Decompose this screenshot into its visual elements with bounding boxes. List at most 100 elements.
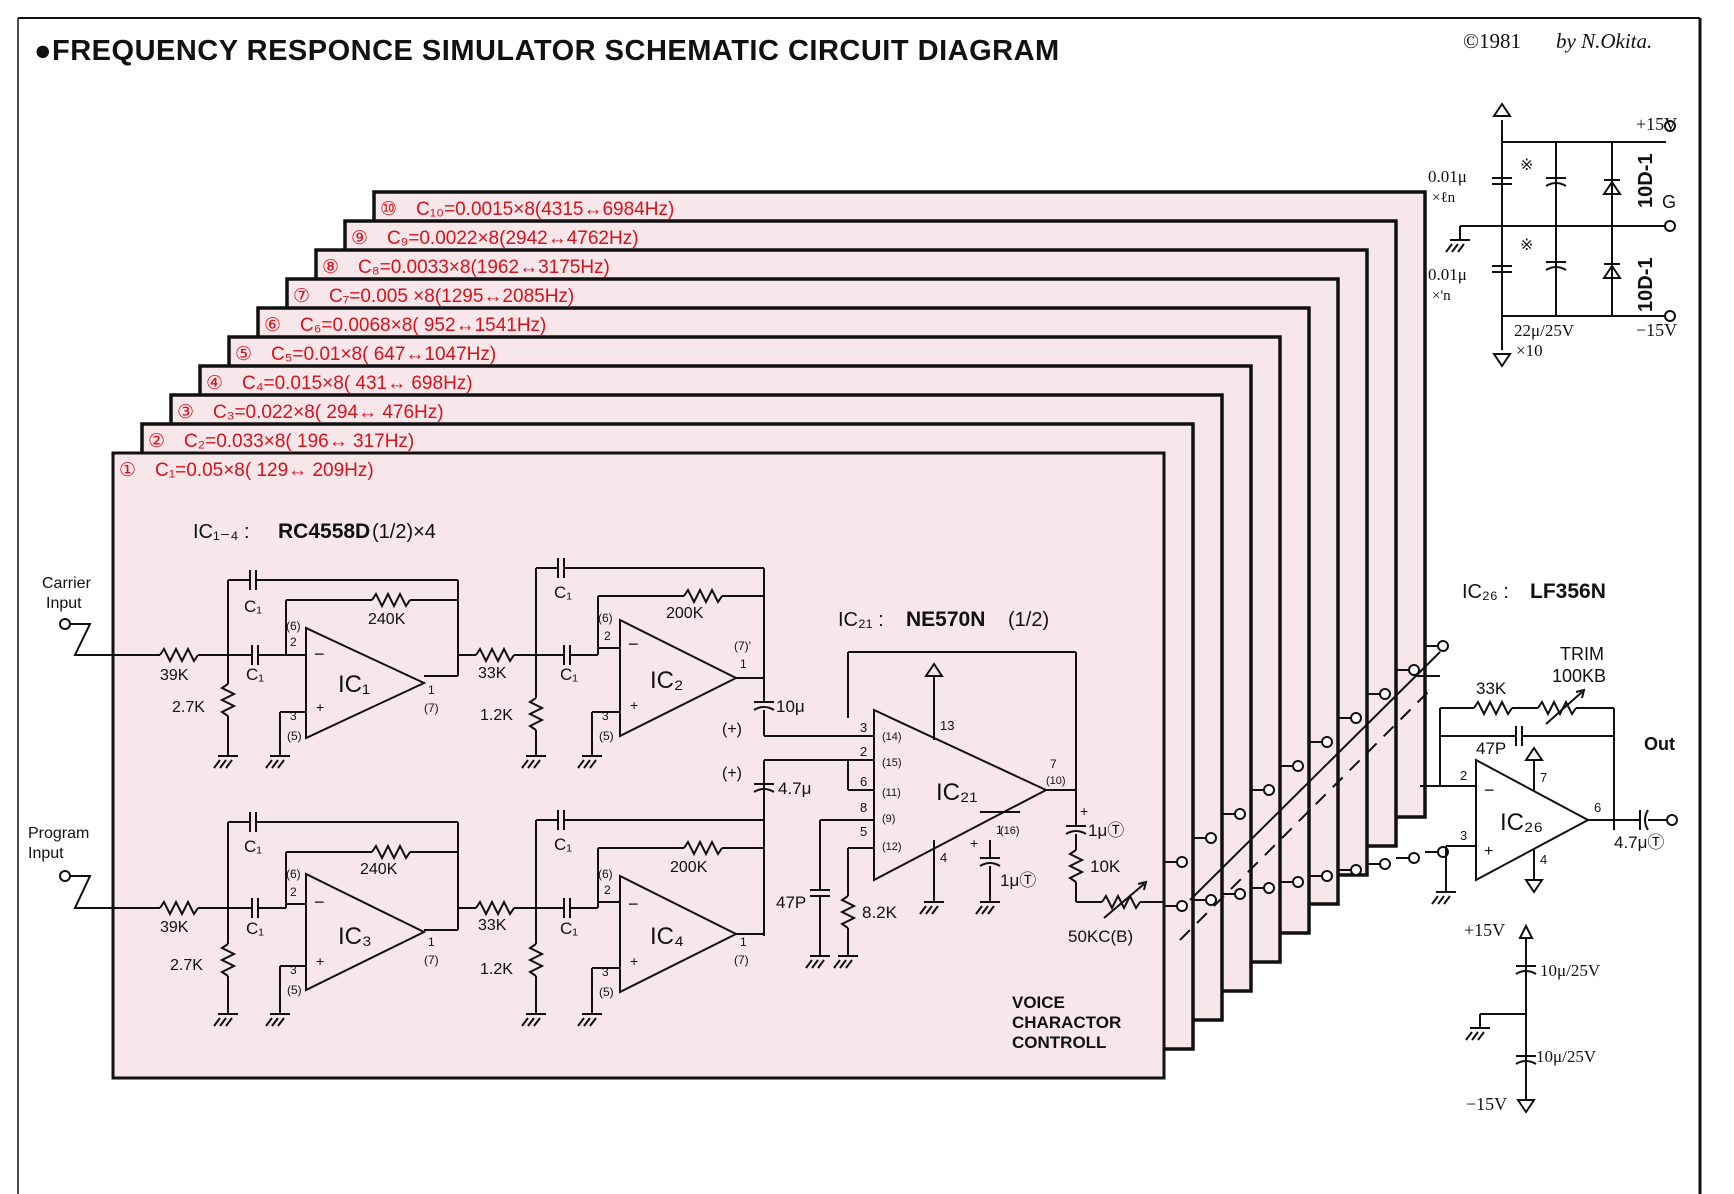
board-label-8: C₈=0.0033×8(1962↔3175Hz) (358, 257, 610, 278)
board-number-7: ⑦ (293, 286, 310, 307)
svg-text:+: + (630, 953, 638, 969)
c1ut-ic21-label: 1μⓉ (1000, 871, 1036, 890)
trim-value-label: 100KB (1552, 666, 1606, 686)
board-1 (111, 451, 1166, 1080)
svg-text:−: − (628, 634, 639, 654)
carrier-input-jack (59, 618, 71, 630)
svg-text:+: + (970, 835, 978, 851)
board-number-2: ② (148, 431, 165, 452)
page-title: ●FREQUENCY RESPONCE SIMULATOR SCHEMATIC … (34, 35, 1060, 67)
svg-text:(9): (9) (882, 813, 895, 825)
board-label-2: C₂=0.033×8( 196↔ 317Hz) (184, 431, 414, 452)
svg-text:2: 2 (290, 885, 297, 899)
ic26-note-prefix: IC₂₆ : (1462, 581, 1509, 603)
svg-text:(16): (16) (1000, 825, 1020, 837)
svg-text:(7): (7) (424, 953, 439, 967)
svg-text:2: 2 (860, 744, 867, 759)
r200k-bot-label: 200K (670, 859, 708, 876)
board-label-6: C₆=0.0068×8( 952↔1541Hz) (300, 315, 546, 336)
board-label-5: C₅=0.01×8( 647↔1047Hz) (271, 344, 496, 365)
c1-series-top-label: C₁ (246, 665, 264, 684)
svg-text:−: − (1484, 780, 1495, 800)
switch-contact-top-3 (1234, 808, 1246, 820)
power-p15-label: +15V (1636, 114, 1677, 134)
svg-text:4: 4 (940, 850, 947, 865)
c1ut-out-label: 1μⓉ (1088, 821, 1124, 840)
r200k-top-label: 200K (666, 605, 704, 622)
ic1-label: IC₁ (338, 671, 370, 698)
c1-series-top2-label: C₁ (560, 665, 578, 684)
board-label-9: C₉=0.0022×8(2942↔4762Hz) (387, 228, 639, 249)
ic3-opamp (305, 872, 427, 992)
program-input-jack (59, 870, 71, 882)
svg-text:※: ※ (1520, 237, 1533, 254)
board-label-1: C₁=0.05×8( 129↔ 209Hz) (155, 460, 374, 481)
svg-text:3: 3 (860, 720, 867, 735)
svg-text:(14): (14) (882, 731, 902, 743)
switch-contact-top-4 (1263, 784, 1275, 796)
top-filter-channel: 39K 2.7K C₁ C₁ 240K (113, 558, 765, 769)
r82k-label: 8.2K (862, 903, 898, 922)
c47p-ic21-label: 47P (776, 893, 806, 912)
c1-series-bot-label: C₁ (246, 919, 264, 938)
carrier-input-label: Carrier (42, 575, 92, 592)
diode-10d1-top: 10D-1 (1635, 154, 1657, 208)
svg-text:13: 13 (940, 718, 954, 733)
ic1-4-note-prefix: IC₁₋₄ : (193, 521, 250, 543)
front-board-circuit: IC₁₋₄ : RC4558D (1/2)×4 Carrier Input Pr… (28, 520, 1164, 1052)
switch-contact-bot-5 (1292, 876, 1304, 888)
c47p-out-label: 47P (1476, 739, 1506, 758)
ic1-opamp (305, 626, 427, 740)
svg-text:(5): (5) (599, 985, 614, 999)
r240k-bot-label: 240K (360, 861, 398, 878)
svg-text:(12): (12) (882, 841, 902, 853)
c1-fb-bot2-label: C₁ (554, 835, 572, 854)
svg-text:8: 8 (860, 800, 867, 815)
svg-text:(+): (+) (722, 765, 742, 782)
dec-m15-label: −15V (1466, 1094, 1507, 1114)
board-number-1: ① (119, 460, 136, 481)
svg-text:1: 1 (740, 935, 747, 949)
svg-text:+: + (316, 699, 324, 715)
ic2-label: IC₂ (650, 667, 683, 694)
c001a-label: 0.01μ (1428, 167, 1467, 186)
svg-text:3: 3 (602, 965, 609, 979)
c47ut-out-label: 4.7μⓉ (1614, 833, 1664, 852)
bottom-filter-channel: 39K 2.7K C₁ C₁ 240K IC₃ − (113, 810, 765, 1027)
c10u-label: 10μ (776, 697, 805, 716)
voice-label-1: VOICE (1012, 993, 1065, 1012)
board-number-9: ⑨ (351, 228, 368, 249)
ic21-opamp (873, 708, 1049, 882)
svg-text:2: 2 (604, 883, 611, 897)
svg-text:(6): (6) (598, 867, 613, 881)
ic21-note-suffix: (1/2) (1008, 609, 1049, 631)
ic2-opamp (619, 618, 739, 738)
switch-contact-top-9 (1408, 664, 1420, 676)
ic21-note-prefix: IC₂₁ : (838, 609, 884, 631)
board-selector-switch (1164, 640, 1462, 941)
switch-contact-top-2 (1205, 832, 1217, 844)
svg-text:+: + (316, 953, 324, 969)
x10-label: ×10 (1516, 341, 1543, 360)
ic26-note-part: LF356N (1530, 580, 1606, 603)
board-number-6: ⑥ (264, 315, 281, 336)
c001b-label: 0.01μ (1428, 265, 1467, 284)
svg-text:※: ※ (1520, 157, 1533, 174)
r27k-bot-label: 2.7K (170, 957, 203, 974)
svg-text:1: 1 (740, 657, 747, 671)
ic26-opamp (1475, 758, 1591, 882)
out-label: Out (1644, 734, 1675, 754)
r39k-top-label: 39K (160, 667, 189, 684)
r33k-bot-label: 33K (478, 917, 507, 934)
svg-text:7: 7 (1540, 770, 1547, 785)
svg-text:3: 3 (290, 963, 297, 977)
r39k-bot-label: 39K (160, 919, 189, 936)
ic3-label: IC₃ (338, 923, 372, 950)
svg-text:2: 2 (1460, 768, 1467, 783)
svg-text:3: 3 (290, 709, 297, 723)
resistor-39k-top (159, 646, 199, 664)
svg-text:1: 1 (428, 935, 435, 949)
output-stage: IC₂₆ : LF356N TRIM 100KB 33K 47P Out IC₂… (1431, 580, 1678, 905)
board-label-10: C₁₀=0.0015×8(4315↔6984Hz) (416, 199, 674, 220)
